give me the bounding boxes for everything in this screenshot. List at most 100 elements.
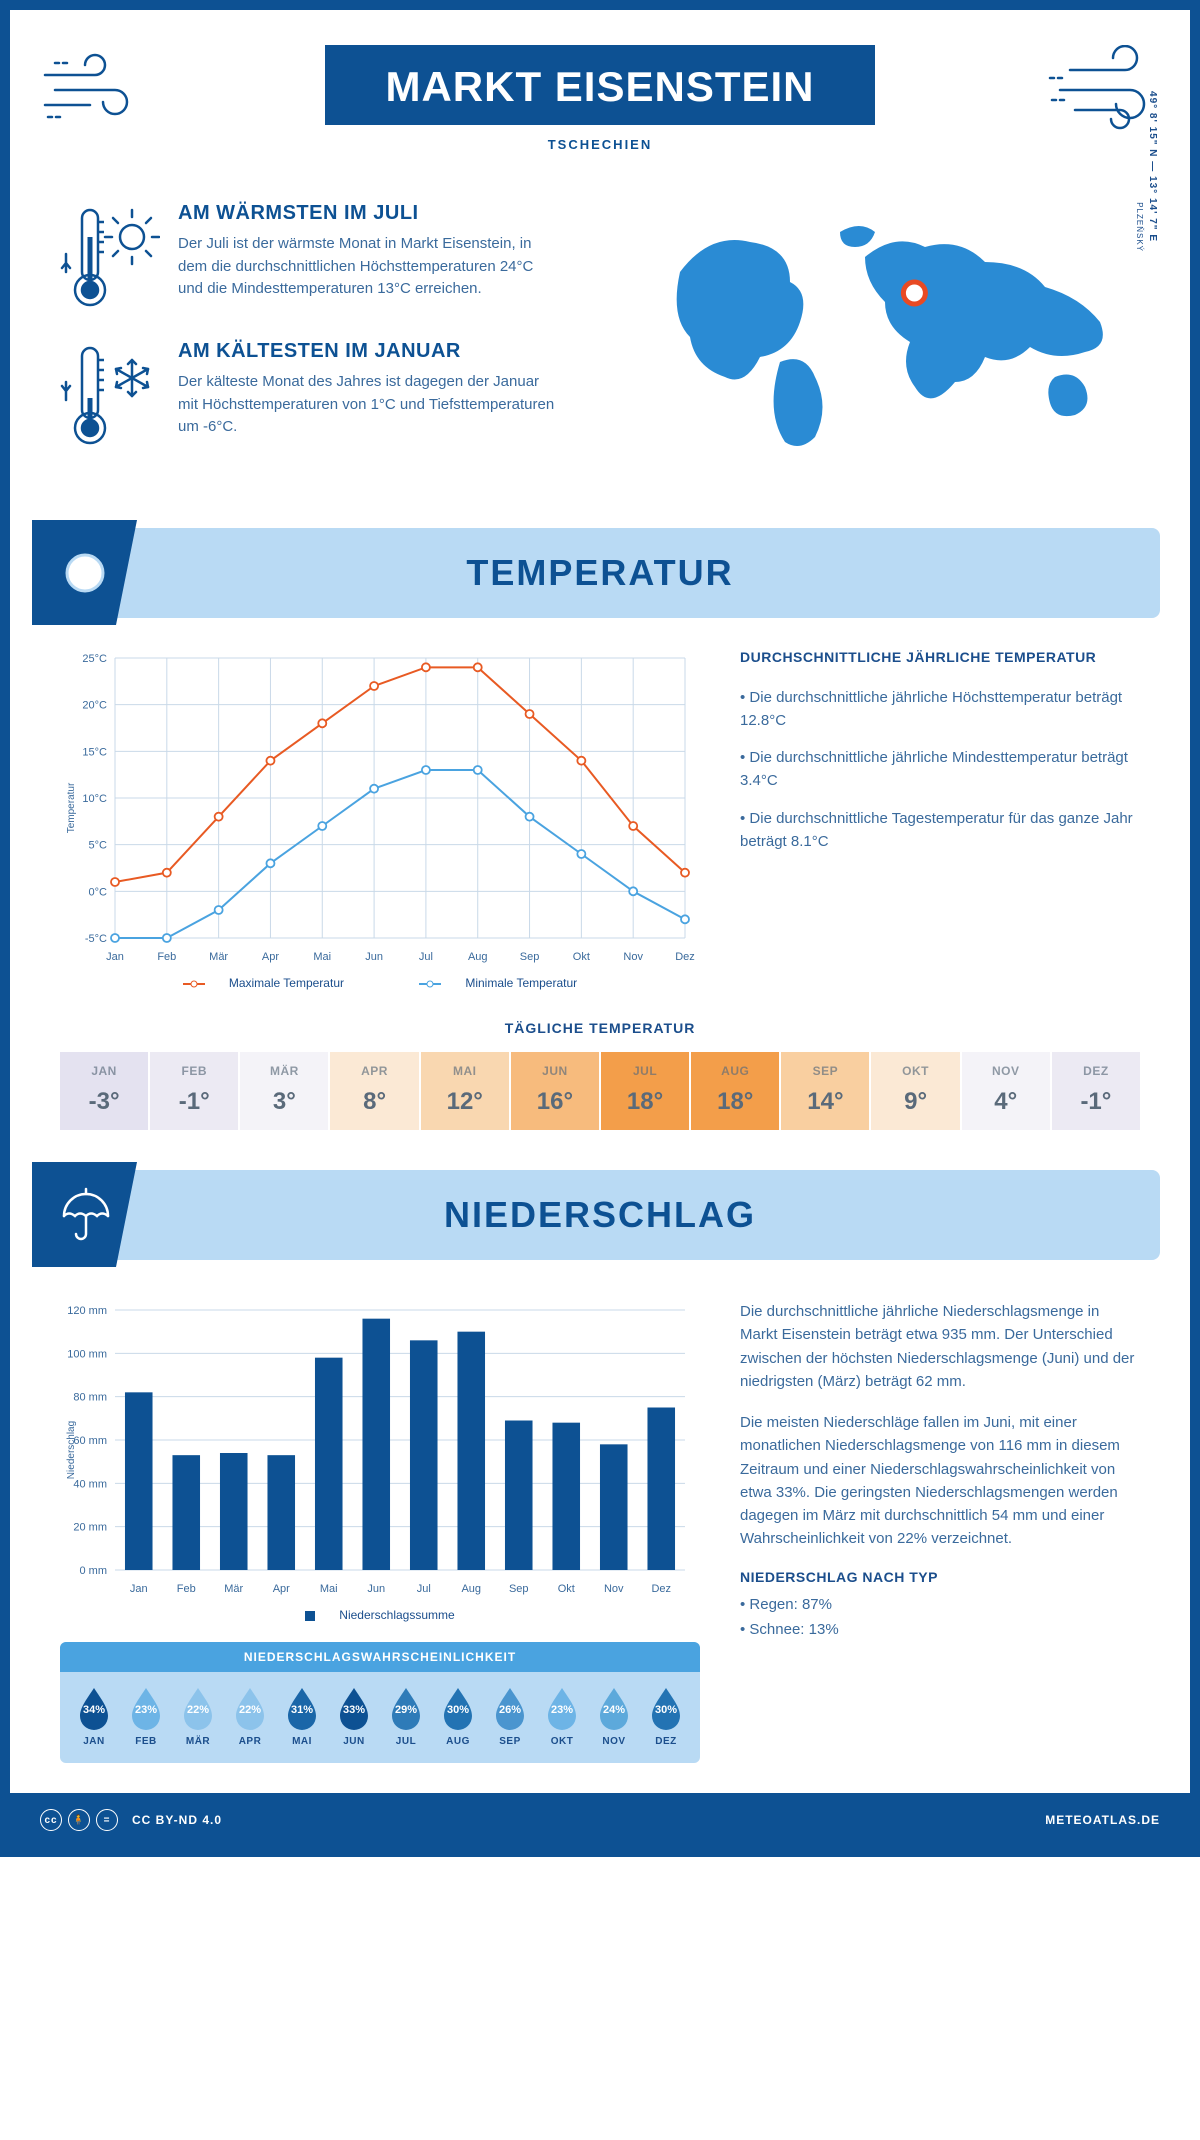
intro-section: AM WÄRMSTEN IM JULI Der Juli ist der wär… bbox=[10, 182, 1190, 518]
svg-text:Temperatur: Temperatur bbox=[66, 782, 77, 833]
svg-text:Nov: Nov bbox=[604, 1583, 624, 1595]
prob-cell: 23%OKT bbox=[536, 1686, 588, 1747]
svg-text:Sep: Sep bbox=[509, 1583, 529, 1595]
svg-text:25°C: 25°C bbox=[82, 653, 107, 665]
precip-p2: Die meisten Niederschläge fallen im Juni… bbox=[740, 1411, 1140, 1551]
nd-icon: = bbox=[96, 1809, 118, 1831]
precip-p1: Die durchschnittliche jährliche Niedersc… bbox=[740, 1300, 1140, 1393]
prob-cell: 23%FEB bbox=[120, 1686, 172, 1747]
daily-cell: DEZ-1° bbox=[1052, 1052, 1140, 1130]
prob-cell: 24%NOV bbox=[588, 1686, 640, 1747]
daily-cell: FEB-1° bbox=[150, 1052, 238, 1130]
svg-text:Jun: Jun bbox=[365, 951, 383, 963]
svg-text:Apr: Apr bbox=[273, 1583, 290, 1595]
legend-min: Minimale Temperatur bbox=[465, 976, 577, 990]
svg-text:Mär: Mär bbox=[209, 951, 228, 963]
prob-cell: 29%JUL bbox=[380, 1686, 432, 1747]
precipitation-section-head: NIEDERSCHLAG bbox=[40, 1170, 1160, 1260]
temp-fact-2: • Die durchschnittliche jährliche Mindes… bbox=[740, 746, 1140, 793]
footer: cc 🧍 = CC BY-ND 4.0 METEOATLAS.DE bbox=[10, 1793, 1190, 1847]
prob-cell: 22%MÄR bbox=[172, 1686, 224, 1747]
svg-text:60 mm: 60 mm bbox=[73, 1435, 107, 1447]
daily-cell: JUL18° bbox=[601, 1052, 689, 1130]
wind-icon bbox=[40, 45, 160, 135]
prob-heading: NIEDERSCHLAGSWAHRSCHEINLICHKEIT bbox=[60, 1642, 700, 1672]
by-icon: 🧍 bbox=[68, 1809, 90, 1831]
coordinates: 49° 8' 15" N — 13° 14' 7" E bbox=[1147, 91, 1158, 242]
svg-text:Feb: Feb bbox=[177, 1583, 196, 1595]
svg-text:0 mm: 0 mm bbox=[80, 1565, 108, 1577]
coldest-block: AM KÄLTESTEN IM JANUAR Der kälteste Mona… bbox=[60, 340, 630, 450]
svg-text:Aug: Aug bbox=[468, 951, 488, 963]
temp-fact-3: • Die durchschnittliche Tagestemperatur … bbox=[740, 807, 1140, 854]
svg-text:Sep: Sep bbox=[520, 951, 540, 963]
svg-text:40 mm: 40 mm bbox=[73, 1478, 107, 1490]
svg-text:Apr: Apr bbox=[262, 951, 279, 963]
coldest-body: Der kälteste Monat des Jahres ist dagege… bbox=[178, 371, 558, 439]
prob-cell: 34%JAN bbox=[68, 1686, 120, 1747]
umbrella-icon bbox=[32, 1162, 137, 1267]
license-text: CC BY-ND 4.0 bbox=[132, 1813, 222, 1827]
daily-cell: JAN-3° bbox=[60, 1052, 148, 1130]
precip-t2: • Schnee: 13% bbox=[740, 1618, 1140, 1641]
license-badge: cc 🧍 = CC BY-ND 4.0 bbox=[40, 1809, 222, 1831]
prob-cell: 31%MAI bbox=[276, 1686, 328, 1747]
daily-cell: APR8° bbox=[330, 1052, 418, 1130]
svg-text:Feb: Feb bbox=[157, 951, 176, 963]
precip-legend: Niederschlagssumme bbox=[339, 1608, 454, 1622]
temperature-facts: DURCHSCHNITTLICHE JÄHRLICHE TEMPERATUR •… bbox=[740, 648, 1140, 990]
prob-cell: 30%DEZ bbox=[640, 1686, 692, 1747]
prob-cell: 22%APR bbox=[224, 1686, 276, 1747]
thermometer-snow-icon bbox=[60, 340, 160, 450]
svg-text:Mai: Mai bbox=[313, 951, 331, 963]
precipitation-probability-box: NIEDERSCHLAGSWAHRSCHEINLICHKEIT 34%JAN23… bbox=[60, 1642, 700, 1763]
svg-text:5°C: 5°C bbox=[89, 840, 108, 852]
footer-brand: METEOATLAS.DE bbox=[1045, 1813, 1160, 1827]
prob-cell: 33%JUN bbox=[328, 1686, 380, 1747]
prob-cell: 26%SEP bbox=[484, 1686, 536, 1747]
precipitation-facts: Die durchschnittliche jährliche Niedersc… bbox=[740, 1300, 1140, 1763]
precipitation-title: NIEDERSCHLAG bbox=[444, 1194, 756, 1236]
svg-text:100 mm: 100 mm bbox=[67, 1348, 107, 1360]
warmest-heading: AM WÄRMSTEN IM JULI bbox=[178, 202, 558, 225]
precip-type-heading: NIEDERSCHLAG NACH TYP bbox=[740, 1569, 1140, 1585]
daily-heading: TÄGLICHE TEMPERATUR bbox=[60, 1020, 1140, 1036]
svg-text:Jan: Jan bbox=[106, 951, 124, 963]
svg-text:Jun: Jun bbox=[367, 1583, 385, 1595]
sun-icon bbox=[32, 520, 137, 625]
daily-cell: AUG18° bbox=[691, 1052, 779, 1130]
svg-text:120 mm: 120 mm bbox=[67, 1305, 107, 1317]
daily-cell: MAI12° bbox=[421, 1052, 509, 1130]
svg-text:-5°C: -5°C bbox=[85, 933, 107, 945]
svg-text:80 mm: 80 mm bbox=[73, 1392, 107, 1404]
temp-fact-1: • Die durchschnittliche jährliche Höchst… bbox=[740, 686, 1140, 733]
daily-cell: MÄR3° bbox=[240, 1052, 328, 1130]
daily-cell: SEP14° bbox=[781, 1052, 869, 1130]
svg-text:Niederschlag: Niederschlag bbox=[66, 1421, 77, 1479]
temperature-title: TEMPERATUR bbox=[466, 552, 733, 594]
svg-text:0°C: 0°C bbox=[89, 886, 108, 898]
svg-text:Aug: Aug bbox=[461, 1583, 481, 1595]
daily-cell: OKT9° bbox=[871, 1052, 959, 1130]
svg-text:20 mm: 20 mm bbox=[73, 1522, 107, 1534]
svg-text:Mär: Mär bbox=[224, 1583, 243, 1595]
svg-text:10°C: 10°C bbox=[82, 793, 107, 805]
prob-cell: 30%AUG bbox=[432, 1686, 484, 1747]
precipitation-chart: 0 mm 20 mm 40 mm 60 mm 80 mm 100 mm 120 mm Jan F… bbox=[60, 1300, 700, 1600]
temperature-section-head: TEMPERATUR bbox=[40, 528, 1160, 618]
svg-text:Mai: Mai bbox=[320, 1583, 338, 1595]
warmest-body: Der Juli ist der wärmste Monat in Markt … bbox=[178, 233, 558, 301]
country-label: TSCHECHIEN bbox=[30, 137, 1170, 152]
svg-text:Jul: Jul bbox=[419, 951, 433, 963]
temp-facts-heading: DURCHSCHNITTLICHE JÄHRLICHE TEMPERATUR bbox=[740, 648, 1140, 668]
svg-text:Nov: Nov bbox=[623, 951, 643, 963]
daily-temperature-table: TÄGLICHE TEMPERATUR JAN-3°FEB-1°MÄR3°APR… bbox=[60, 1020, 1140, 1130]
daily-cell: JUN16° bbox=[511, 1052, 599, 1130]
coldest-heading: AM KÄLTESTEN IM JANUAR bbox=[178, 340, 558, 363]
svg-text:Jan: Jan bbox=[130, 1583, 148, 1595]
svg-text:Okt: Okt bbox=[558, 1583, 575, 1595]
svg-text:Dez: Dez bbox=[675, 951, 695, 963]
daily-cell: NOV4° bbox=[962, 1052, 1050, 1130]
page-title: MARKT EISENSTEIN bbox=[325, 45, 874, 125]
cc-icon: cc bbox=[40, 1809, 62, 1831]
